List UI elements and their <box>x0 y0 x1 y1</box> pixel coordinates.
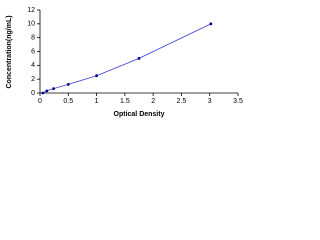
data-point <box>66 82 70 86</box>
y-tick-label: 2 <box>31 76 35 83</box>
y-tick-label: 0 <box>31 90 35 97</box>
data-point <box>95 74 98 78</box>
x-tick-label: 1 <box>95 98 99 105</box>
y-tick-label: 10 <box>27 21 35 28</box>
data-point <box>209 22 213 26</box>
background <box>0 0 258 123</box>
x-axis-title: Optical Density <box>114 111 165 118</box>
y-tick-label: 12 <box>27 7 35 14</box>
x-tick-label: 2.5 <box>177 98 187 105</box>
y-tick-label: 8 <box>31 35 35 42</box>
x-tick-label: 2 <box>151 98 155 105</box>
data-point <box>41 91 45 95</box>
x-tick-label: 0 <box>38 98 42 105</box>
x-tick-label: 0.5 <box>63 98 73 105</box>
x-tick-label: 3.5 <box>233 98 243 105</box>
x-tick-label: 1.5 <box>120 98 130 105</box>
x-tick-label: 3 <box>208 98 212 105</box>
y-tick-label: 6 <box>31 48 35 55</box>
chart: Concentration(ng/mL) Optical Density 0 2 4… <box>0 0 258 123</box>
data-point <box>52 87 55 91</box>
y-tick-label: 4 <box>31 62 35 69</box>
y-axis-title: Concentration(ng/mL) <box>6 15 13 88</box>
data-point <box>137 57 141 60</box>
data-point <box>45 89 49 93</box>
